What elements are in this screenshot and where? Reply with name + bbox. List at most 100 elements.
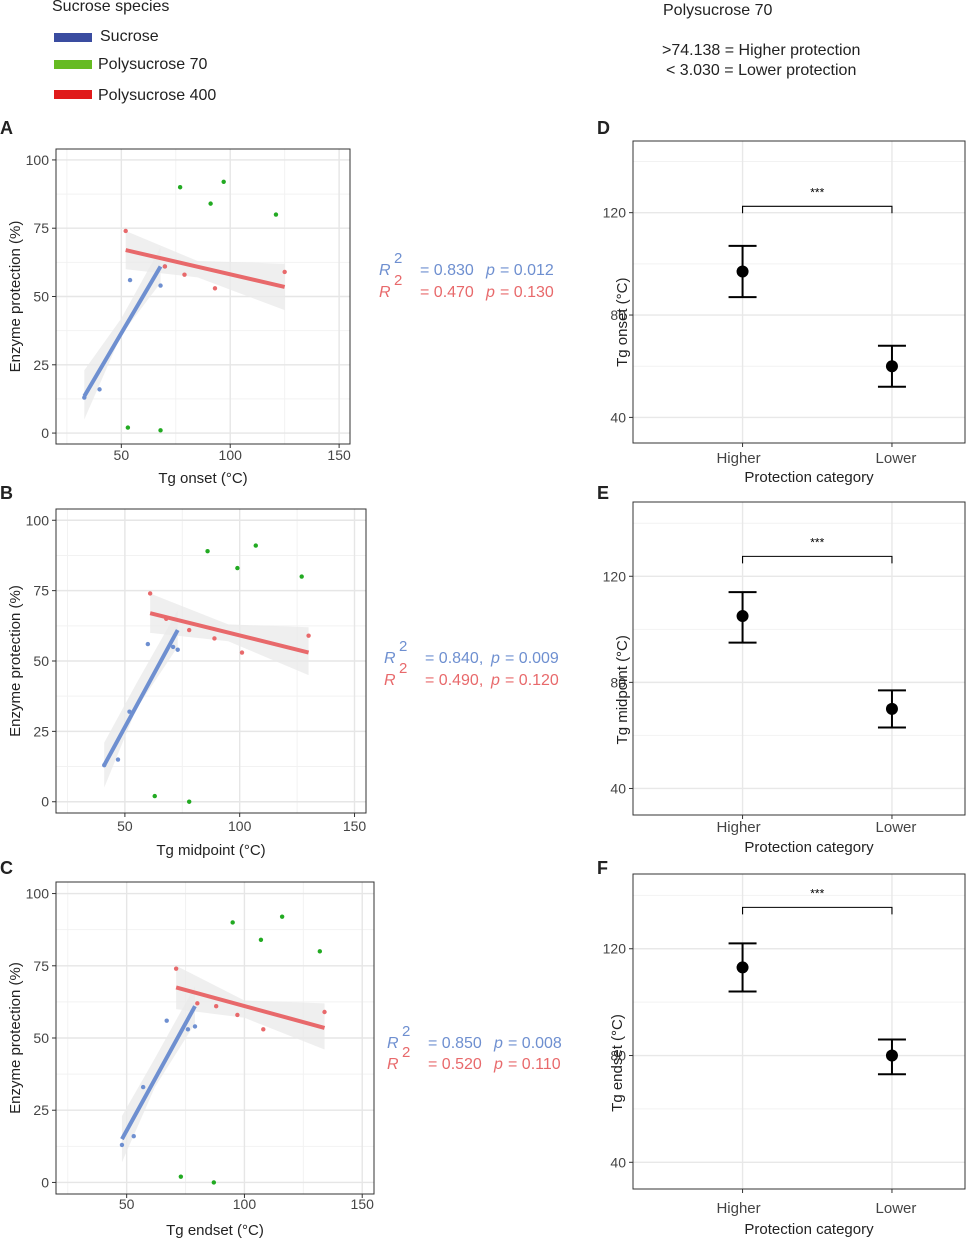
x-axis-label: Protection category <box>744 469 874 486</box>
y-tick-label: 50 <box>33 289 49 305</box>
plot-frame <box>632 873 966 1190</box>
data-point <box>185 1027 191 1032</box>
category-label: Lower <box>876 819 917 836</box>
stat-p-symbol: p <box>486 284 495 301</box>
data-point <box>177 185 183 190</box>
y-tick-label: 80 <box>610 307 626 323</box>
stat-superscript: 2 <box>402 1023 411 1040</box>
stat-r2-value: = 0.830 <box>420 262 474 279</box>
legend-swatch-sucrose <box>54 33 92 42</box>
significance-bracket <box>742 205 893 214</box>
data-point <box>317 949 323 954</box>
stat-r-symbol: R <box>379 284 391 301</box>
y-tick-label: 40 <box>610 780 626 796</box>
data-point <box>205 549 210 554</box>
x-tick-label: 150 <box>327 447 351 463</box>
chart-b: 0 25 50 75 100 50 100 150 Tg midpoint (°C) Enzyme… <box>7 508 367 859</box>
data-point <box>131 1134 136 1139</box>
significance-label: *** <box>810 185 824 199</box>
significance-label: *** <box>810 535 824 549</box>
data-point <box>212 286 218 291</box>
y-tick-label: 50 <box>33 653 49 669</box>
data-point <box>102 762 107 768</box>
stat-p-value: = 0.130 <box>500 284 554 301</box>
x-axis-label: Tg midpoint (°C) <box>156 842 265 859</box>
y-tick-label: 120 <box>603 568 627 584</box>
data-point <box>178 1174 184 1179</box>
category-label: Lower <box>876 450 917 467</box>
data-point <box>127 709 132 714</box>
x-tick-label: 150 <box>351 1196 375 1212</box>
data-point <box>306 633 311 638</box>
data-point <box>235 1012 240 1018</box>
y-axis-label: Tg onset (°C) <box>614 278 631 367</box>
plot-background <box>633 502 965 815</box>
stat-r2-value: = 0.520 <box>428 1056 482 1073</box>
data-point <box>282 269 287 275</box>
x-tick-label: 50 <box>117 818 133 834</box>
plot-frame <box>632 140 966 444</box>
y-tick-label: 100 <box>26 512 50 528</box>
category-label: Higher <box>716 1200 760 1217</box>
stat-superscript: 2 <box>399 660 408 677</box>
x-tick-label: 150 <box>343 818 367 834</box>
y-tick-label: 75 <box>33 958 49 974</box>
y-axis-label: Enzyme protection (%) <box>7 221 24 373</box>
data-point <box>213 1004 219 1009</box>
stat-p-symbol: p <box>494 1056 503 1073</box>
data-point <box>125 425 131 430</box>
x-axis-label: Protection category <box>744 839 874 856</box>
stat-r2-value: = 0.470 <box>420 284 474 301</box>
data-point <box>123 228 128 234</box>
y-tick-label: 0 <box>41 425 49 441</box>
y-tick-label: 0 <box>41 1174 49 1190</box>
y-axis-label: Tg endset (°C) <box>609 1014 626 1112</box>
data-point <box>230 920 235 925</box>
x-tick-label: 50 <box>114 447 130 463</box>
stat-superscript: 2 <box>399 638 408 655</box>
legend-swatch-polysucrose-400 <box>54 90 92 99</box>
panel-letter-e: E <box>597 483 610 503</box>
x-axis-label: Tg onset (°C) <box>158 470 247 487</box>
data-point <box>147 591 153 596</box>
stat-r-symbol: R <box>384 672 396 689</box>
chart-c: 0 25 50 75 100 50 100 150 Tg endset (°C) Enzyme p… <box>7 881 375 1239</box>
stat-r-symbol: R <box>387 1035 399 1052</box>
legend-label-polysucrose-70: Polysucrose 70 <box>98 56 208 73</box>
panel-letter-a: A <box>0 118 13 138</box>
y-tick-label: 80 <box>610 1048 626 1064</box>
data-point <box>235 565 240 571</box>
data-point <box>127 277 133 283</box>
stat-p-value: = 0.110 <box>508 1056 561 1073</box>
plot-frame <box>632 501 966 816</box>
y-axis-label: Enzyme protection (%) <box>7 585 24 737</box>
legend-label-polysucrose-400: Polysucrose 400 <box>98 87 217 104</box>
stat-r-symbol: R <box>387 1056 399 1073</box>
data-point <box>212 636 217 641</box>
y-tick-label: 25 <box>33 723 49 739</box>
category-label: Higher <box>716 819 760 836</box>
data-point <box>162 264 168 269</box>
data-point <box>273 212 279 217</box>
stat-p-value: = 0.008 <box>508 1035 562 1052</box>
y-tick-label: 50 <box>33 1030 49 1046</box>
stat-p-value: = 0.120 <box>505 672 559 689</box>
mean-point <box>885 702 898 715</box>
data-point <box>221 179 226 184</box>
significance-bracket <box>742 555 893 564</box>
x-axis-label: Tg endset (°C) <box>166 1222 264 1239</box>
data-point <box>192 1024 198 1029</box>
data-point <box>299 574 304 579</box>
data-point <box>322 1009 327 1015</box>
info-lower: < 3.030 = Lower protection <box>666 62 857 79</box>
stat-p-value: = 0.009 <box>505 650 559 667</box>
x-tick-label: 100 <box>228 818 252 834</box>
data-point <box>152 793 157 799</box>
data-point <box>186 627 192 633</box>
stat-p-symbol: p <box>494 1035 503 1052</box>
stat-r2-value: = 0.840, <box>425 650 484 667</box>
data-point <box>239 650 245 655</box>
x-tick-label: 100 <box>233 1196 257 1212</box>
y-tick-label: 40 <box>610 409 626 425</box>
mean-point <box>885 1049 898 1062</box>
